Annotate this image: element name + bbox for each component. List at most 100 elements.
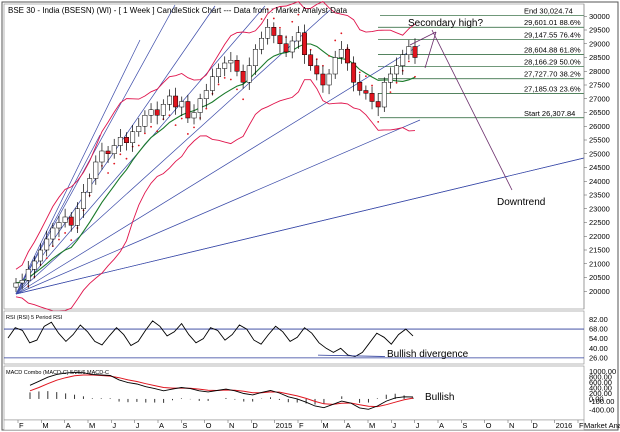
sar-dot bbox=[260, 18, 263, 20]
fib-level-label: 27,185.03 23.6% bbox=[524, 85, 581, 94]
fan-line bbox=[15, 134, 101, 295]
candle-body bbox=[271, 27, 277, 36]
fib-level-label: 27,727.70 38.2% bbox=[524, 70, 581, 79]
candle-body bbox=[93, 161, 99, 179]
candle-body bbox=[375, 101, 381, 108]
x-tick-label: M bbox=[369, 421, 375, 430]
watermark: Market Analyst 6 bbox=[584, 421, 620, 430]
price-panel: End 30,024.74 29,601.01 88.6% 29,147.55 76… bbox=[3, 1, 610, 312]
sar-dot bbox=[407, 60, 410, 63]
x-tick-label: F bbox=[19, 421, 24, 430]
candle-body bbox=[19, 280, 25, 284]
fan-line bbox=[15, 44, 421, 295]
price-tick-label: 25500 bbox=[589, 136, 610, 145]
price-tick-label: 20000 bbox=[589, 287, 610, 296]
fibonacci-levels: End 30,024.74 29,601.01 88.6% 29,147.55 76… bbox=[378, 7, 584, 119]
secondary-high-annotation: Secondary high? bbox=[408, 18, 483, 29]
sar-dot bbox=[45, 257, 48, 260]
candle-body bbox=[228, 60, 234, 64]
macd-tick-label: 1000.00 bbox=[589, 367, 616, 376]
sar-dot bbox=[64, 232, 67, 234]
sar-dot bbox=[389, 91, 392, 94]
sar-dot bbox=[156, 130, 159, 133]
sar-dot bbox=[309, 48, 312, 51]
x-tick-label: O bbox=[206, 421, 212, 430]
candle-body bbox=[332, 57, 338, 75]
price-tick-label: 28500 bbox=[589, 53, 610, 62]
macd-tick-label: 400.00 bbox=[589, 384, 612, 393]
candle-body bbox=[357, 82, 363, 91]
sar-dot bbox=[334, 39, 337, 42]
sar-dot bbox=[358, 71, 361, 74]
candle-body bbox=[246, 65, 252, 83]
candle-body bbox=[160, 104, 166, 116]
candle-body bbox=[25, 269, 31, 281]
price-tick-label: 26500 bbox=[589, 108, 610, 117]
sar-dot bbox=[180, 117, 183, 120]
candle-body bbox=[111, 145, 117, 154]
candle-body bbox=[406, 46, 412, 55]
sar-dot bbox=[119, 153, 122, 156]
rsi-tick-label: 54.00 bbox=[589, 334, 608, 343]
x-tick-label: 2015 bbox=[276, 421, 293, 430]
date-x-axis: F M A M J J A S O N D 2015 F M A M J J A S O N D 2016 F bbox=[3, 419, 585, 431]
macd-y-axis: 1000.00800.00600.00400.00200.000.00-100.… bbox=[589, 367, 616, 414]
downtrend-arrow bbox=[431, 29, 513, 191]
fib-level-label: End 30,024.74 bbox=[524, 7, 573, 16]
sar-dot bbox=[70, 239, 73, 242]
candle-body bbox=[99, 150, 105, 163]
sar-dot bbox=[174, 124, 177, 127]
x-tick-label: D bbox=[252, 421, 258, 430]
candle-body bbox=[117, 137, 123, 146]
candle-body bbox=[234, 60, 240, 72]
sar-dot bbox=[364, 75, 367, 78]
candle-body bbox=[338, 49, 344, 58]
candle-body bbox=[326, 73, 332, 86]
fib-level-label: 28,166.29 50.0% bbox=[524, 58, 581, 67]
price-tick-label: 25000 bbox=[589, 149, 610, 158]
rsi-panel-border bbox=[3, 310, 585, 365]
candle-body bbox=[191, 112, 197, 119]
candle-body bbox=[277, 35, 283, 44]
macd-tick-label: -400.00 bbox=[589, 405, 614, 414]
candle-body bbox=[351, 62, 357, 83]
macd-title: MACD Combo (MACD-C) 5/25/6 MACD-C bbox=[6, 370, 109, 376]
x-tick-label: 2016 bbox=[556, 421, 573, 430]
x-tick-label: J bbox=[136, 421, 140, 430]
sar-dot bbox=[291, 20, 294, 23]
candle-body bbox=[345, 49, 350, 64]
macd-tick-label: -100.00 bbox=[589, 397, 614, 406]
downtrend-annotation: Downtrend bbox=[497, 197, 545, 208]
x-tick-label: S bbox=[182, 421, 187, 430]
candle-body bbox=[295, 32, 301, 42]
sar-dot bbox=[125, 157, 128, 160]
candle-body bbox=[142, 115, 148, 127]
sar-dot bbox=[107, 172, 109, 174]
candle-body bbox=[62, 216, 68, 223]
candle-body bbox=[394, 65, 400, 75]
price-y-axis: 20000 20500 21000 21500 22000 22500 23000 23500… bbox=[583, 4, 610, 309]
x-tick-label: N bbox=[509, 421, 514, 430]
fan-line bbox=[15, 4, 176, 295]
sar-dot bbox=[205, 107, 208, 110]
price-tick-label: 21000 bbox=[589, 259, 610, 268]
candle-body bbox=[265, 27, 271, 39]
candle-body bbox=[216, 68, 222, 77]
candle-body bbox=[56, 222, 62, 229]
x-tick-label: A bbox=[346, 421, 351, 430]
candle-body bbox=[259, 38, 264, 50]
macd-lines bbox=[29, 371, 414, 410]
candle-body bbox=[167, 95, 172, 105]
candle-body bbox=[13, 282, 19, 288]
candle-body bbox=[197, 98, 203, 113]
sar-dot bbox=[137, 144, 140, 147]
x-tick-label: F bbox=[299, 421, 304, 430]
candle-body bbox=[308, 54, 314, 66]
macd-tick-label: 600.00 bbox=[589, 378, 612, 387]
rsi-tick-label: 82.00 bbox=[589, 315, 608, 324]
fib-level-label: 29,147.55 76.4% bbox=[524, 31, 581, 40]
candle-body bbox=[314, 65, 320, 75]
